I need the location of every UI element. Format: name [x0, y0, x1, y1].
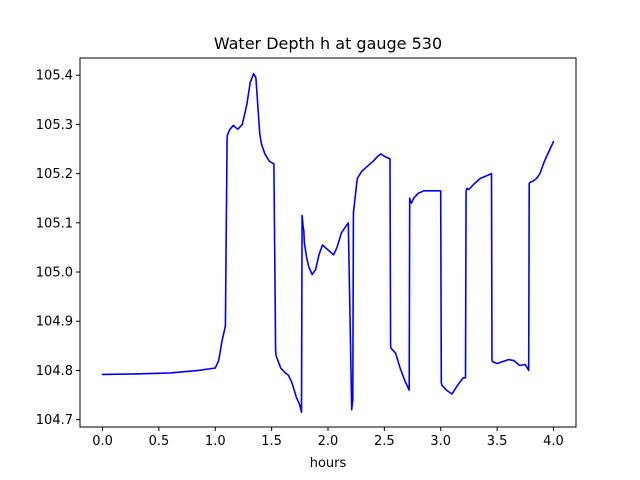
axes-frame [79, 57, 577, 428]
x-tick-label: 3.0 [430, 434, 451, 449]
x-tick-label: 4.0 [543, 434, 564, 449]
x-tick-label: 1.5 [261, 434, 282, 449]
y-tick-label: 105.4 [36, 69, 73, 84]
x-tick-label: 0.5 [149, 434, 170, 449]
x-axis-label: hours [310, 456, 347, 471]
y-tick-label: 104.9 [36, 315, 73, 330]
series-line [101, 72, 555, 414]
x-tick-label: 2.5 [374, 434, 395, 449]
x-tick-label: 2.0 [318, 434, 339, 449]
y-tick-label: 105.2 [36, 167, 73, 182]
y-tick-label: 104.8 [36, 364, 73, 379]
y-tick-label: 104.7 [36, 413, 73, 428]
y-tick-label: 105.3 [36, 118, 73, 133]
plot-area [101, 72, 555, 414]
y-tick-label: 105.1 [36, 216, 73, 231]
axis-ticks: 0.0 0.5 1.0 1.5 2.0 2.5 3.0 3.5 4.0 104.7 104.8 104… [36, 69, 564, 449]
x-tick-label: 3.5 [487, 434, 508, 449]
chart-title: Water Depth h at gauge 530 [214, 34, 442, 53]
y-tick-label: 105.0 [36, 266, 73, 281]
x-tick-label: 1.0 [205, 434, 226, 449]
x-tick-label: 0.0 [92, 434, 113, 449]
